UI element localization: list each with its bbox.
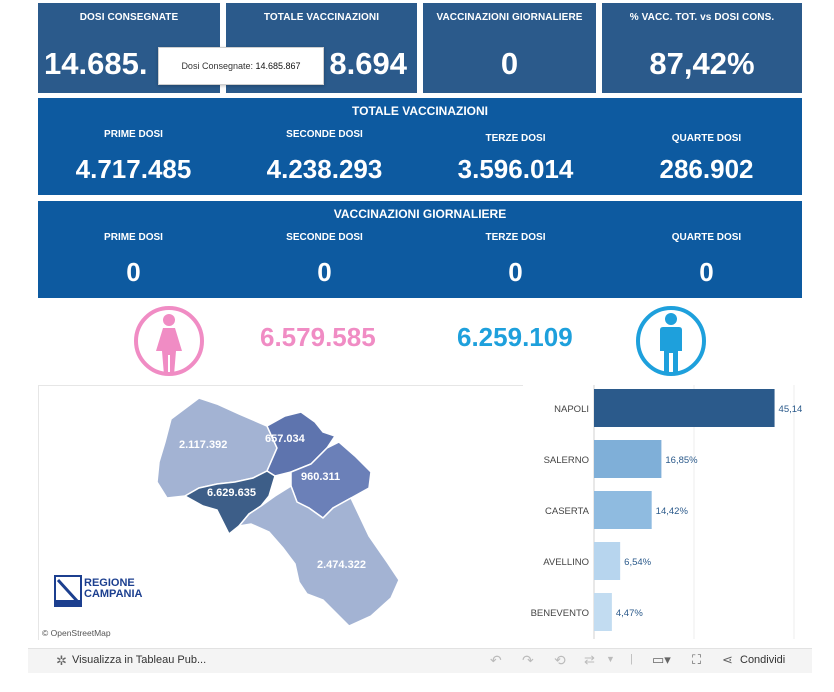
stat-prime-dosi: PRIME DOSI 4.717.485 <box>38 129 229 185</box>
comment-icon[interactable]: ▭▾ <box>652 652 671 667</box>
stat-seconde-dosi: SECONDE DOSI 0 <box>229 232 420 288</box>
regione-campania-logo: REGIONE CAMPANIA <box>54 575 143 607</box>
kpi-label: TOTALE VACCINAZIONI <box>263 12 380 23</box>
label-benevento: 657.034 <box>265 433 306 445</box>
undo-icon[interactable]: ↶ <box>490 652 502 668</box>
tooltip-dosi-consegnate: Dosi Consegnate: 14.685.867 <box>158 47 324 85</box>
map-svg: 2.117.392 657.034 960.311 6.629.635 2.47… <box>42 397 400 638</box>
fullscreen-icon[interactable]: ⛶ <box>692 652 702 667</box>
stat-value: 4.717.485 <box>75 154 192 184</box>
label-napoli: 6.629.635 <box>207 487 256 499</box>
stat-label: TERZE DOSI <box>485 232 546 243</box>
value-label: 6,54% <box>624 557 651 568</box>
logo-line-1: REGIONE <box>84 577 135 589</box>
label-avellino: 960.311 <box>301 471 340 483</box>
male-count: 6.259.109 <box>457 322 573 352</box>
province-napoli <box>183 470 276 536</box>
share-button[interactable]: Condividi <box>740 654 786 666</box>
panel-title: TOTALE VACCINAZIONI <box>352 104 488 118</box>
province-salerno <box>237 484 400 627</box>
value-label: 16,85% <box>665 455 698 466</box>
stat-quarte-dosi: QUARTE DOSI 286.902 <box>611 133 802 185</box>
bar-napoli[interactable] <box>594 389 775 427</box>
label-salerno: 2.474.322 <box>317 559 366 571</box>
panel-title: VACCINAZIONI GIORNALIERE <box>333 207 507 221</box>
label-caserta: 2.117.392 <box>179 439 227 451</box>
kpi-label: DOSI CONSEGNATE <box>79 12 179 23</box>
kpi-value: 0 <box>500 46 519 81</box>
stat-value: 0 <box>508 257 523 287</box>
bar-salerno[interactable] <box>594 440 662 478</box>
kpi-percentuale[interactable]: % VACC. TOT. vs DOSI CONS. 87,42% <box>602 3 802 93</box>
dropdown-icon[interactable]: ▼ <box>606 654 615 664</box>
stat-value: 0 <box>699 257 714 287</box>
bar-caserta[interactable] <box>594 491 652 529</box>
kpi-label: VACCINAZIONI GIORNALIERE <box>436 12 583 23</box>
bar-benevento[interactable] <box>594 593 612 631</box>
share-icon[interactable]: ⋖ <box>722 652 733 667</box>
category-label: NAPOLI <box>554 404 589 415</box>
female-icon <box>134 306 204 376</box>
vaccinazioni-giornaliere-panel: VACCINAZIONI GIORNALIERE PRIME DOSI 0 SE… <box>38 201 802 298</box>
stat-value: 0 <box>317 257 332 287</box>
tooltip-value: 14.685.867 <box>255 61 301 71</box>
value-label: 4,47% <box>616 608 643 619</box>
tooltip-label: Dosi Consegnate: <box>181 61 253 71</box>
male-icon <box>636 306 706 376</box>
kpi-value: 14.685. <box>44 46 148 81</box>
kpi-value: 87,42% <box>649 46 755 81</box>
stat-seconde-dosi: SECONDE DOSI 4.238.293 <box>229 129 420 185</box>
revert-icon[interactable]: ⟲ <box>554 652 566 668</box>
redo-icon[interactable]: ↷ <box>522 652 534 668</box>
stat-value: 0 <box>126 257 141 287</box>
stat-label: QUARTE DOSI <box>671 133 742 144</box>
kpi-value: 8.694 <box>329 46 407 81</box>
category-label: SALERNO <box>544 455 589 466</box>
bar-avellino[interactable] <box>594 542 621 580</box>
value-label: 45,14% <box>779 404 802 415</box>
stat-label: TERZE DOSI <box>485 133 546 144</box>
value-label: 14,42% <box>656 506 689 517</box>
kpi-label: % VACC. TOT. vs DOSI CONS. <box>629 12 775 23</box>
province-bar-chart: NAPOLI 45,14% SALERNO 16,85% CASERTA 14,42% AV… <box>522 385 811 639</box>
tableau-toolbar: ✲ Visualizza in Tableau Pub... ↶ ↷ ⟲ ⇄ ▼… <box>28 648 812 673</box>
view-in-tableau-link[interactable]: Visualizza in Tableau Pub... <box>72 654 207 666</box>
logo-line-2: CAMPANIA <box>84 588 143 600</box>
stat-label: PRIME DOSI <box>104 129 163 140</box>
map-credit: © OpenStreetMap <box>42 628 111 638</box>
stat-label: SECONDE DOSI <box>286 129 363 140</box>
stat-prime-dosi: PRIME DOSI 0 <box>38 232 229 288</box>
campania-map[interactable]: 2.117.392 657.034 960.311 6.629.635 2.47… <box>38 385 523 640</box>
totale-vaccinazioni-panel: TOTALE VACCINAZIONI PRIME DOSI 4.717.485… <box>38 98 802 195</box>
stat-value: 3.596.014 <box>457 154 574 184</box>
stat-label: PRIME DOSI <box>104 232 163 243</box>
category-label: BENEVENTO <box>531 608 589 619</box>
female-count: 6.579.585 <box>260 322 376 352</box>
refresh-icon[interactable]: ⇄ <box>584 652 595 667</box>
stat-label: QUARTE DOSI <box>671 232 742 243</box>
tableau-icon[interactable]: ✲ <box>56 653 67 668</box>
stat-terze-dosi: TERZE DOSI 3.596.014 <box>420 133 611 185</box>
stat-value: 286.902 <box>659 154 754 184</box>
category-label: AVELLINO <box>543 557 589 568</box>
bar-chart-svg: NAPOLI 45,14% SALERNO 16,85% CASERTA 14,42% AV… <box>531 385 811 639</box>
stat-value: 4.238.293 <box>266 154 383 184</box>
stat-label: SECONDE DOSI <box>286 232 363 243</box>
toolbar-divider: | <box>630 653 633 665</box>
category-label: CASERTA <box>545 506 590 517</box>
kpi-vaccinazioni-giornaliere[interactable]: VACCINAZIONI GIORNALIERE 0 <box>423 3 596 93</box>
stat-terze-dosi: TERZE DOSI 0 <box>420 232 611 288</box>
stat-quarte-dosi: QUARTE DOSI 0 <box>611 232 802 288</box>
